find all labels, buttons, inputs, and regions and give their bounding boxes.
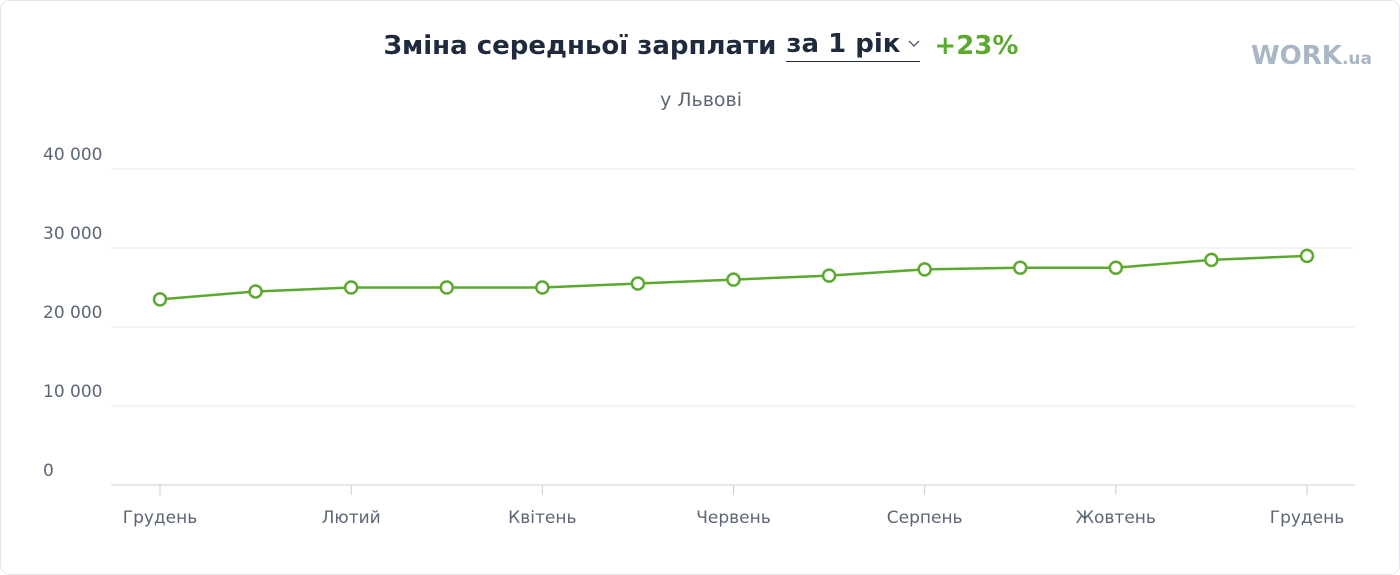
x-tick-label: Грудень bbox=[1270, 508, 1345, 528]
point bbox=[343, 280, 359, 295]
change-value: +23% bbox=[934, 30, 1019, 61]
x-tick-label: Жовтень bbox=[1076, 508, 1156, 528]
logo-main[interactable]: WORK bbox=[1251, 41, 1342, 71]
point bbox=[439, 280, 454, 295]
chevron[interactable] bbox=[908, 40, 920, 48]
logo-suffix[interactable]: .ua bbox=[1341, 49, 1372, 69]
point bbox=[726, 272, 741, 287]
point bbox=[1204, 252, 1219, 268]
point bbox=[917, 262, 932, 277]
chart-title: Зміна середньої зарплати bbox=[383, 30, 777, 61]
x-tick-label: Грудень bbox=[123, 508, 198, 528]
point bbox=[248, 284, 263, 299]
logo[interactable]: WORK.ua bbox=[1251, 41, 1372, 71]
period-dropdown[interactable]: за 1 рік bbox=[786, 29, 921, 62]
y-tick-label: 40 000 bbox=[43, 145, 102, 165]
y-tick-label: 20 000 bbox=[43, 303, 102, 323]
header: Зміна середньої зарплати за 1 рік +23% bbox=[1, 29, 1399, 62]
y-tick-label: 30 000 bbox=[43, 224, 102, 244]
point bbox=[821, 268, 837, 283]
chart-subtitle: у Львові bbox=[659, 89, 743, 111]
period-label[interactable]: за 1 рік bbox=[786, 29, 901, 59]
point bbox=[1299, 248, 1315, 264]
point bbox=[152, 292, 168, 307]
point bbox=[1108, 260, 1124, 275]
x-tick-label: Квітень bbox=[508, 508, 576, 528]
x-tick-label: Серпень bbox=[887, 508, 963, 528]
point bbox=[1013, 260, 1028, 275]
x-tick-label: Червень bbox=[696, 508, 771, 528]
point bbox=[630, 276, 646, 291]
y-tick-label: 10 000 bbox=[43, 382, 102, 402]
x-tick-label: Лютий bbox=[322, 508, 381, 528]
y-tick-label: 0 bbox=[43, 461, 54, 481]
point bbox=[535, 280, 550, 295]
